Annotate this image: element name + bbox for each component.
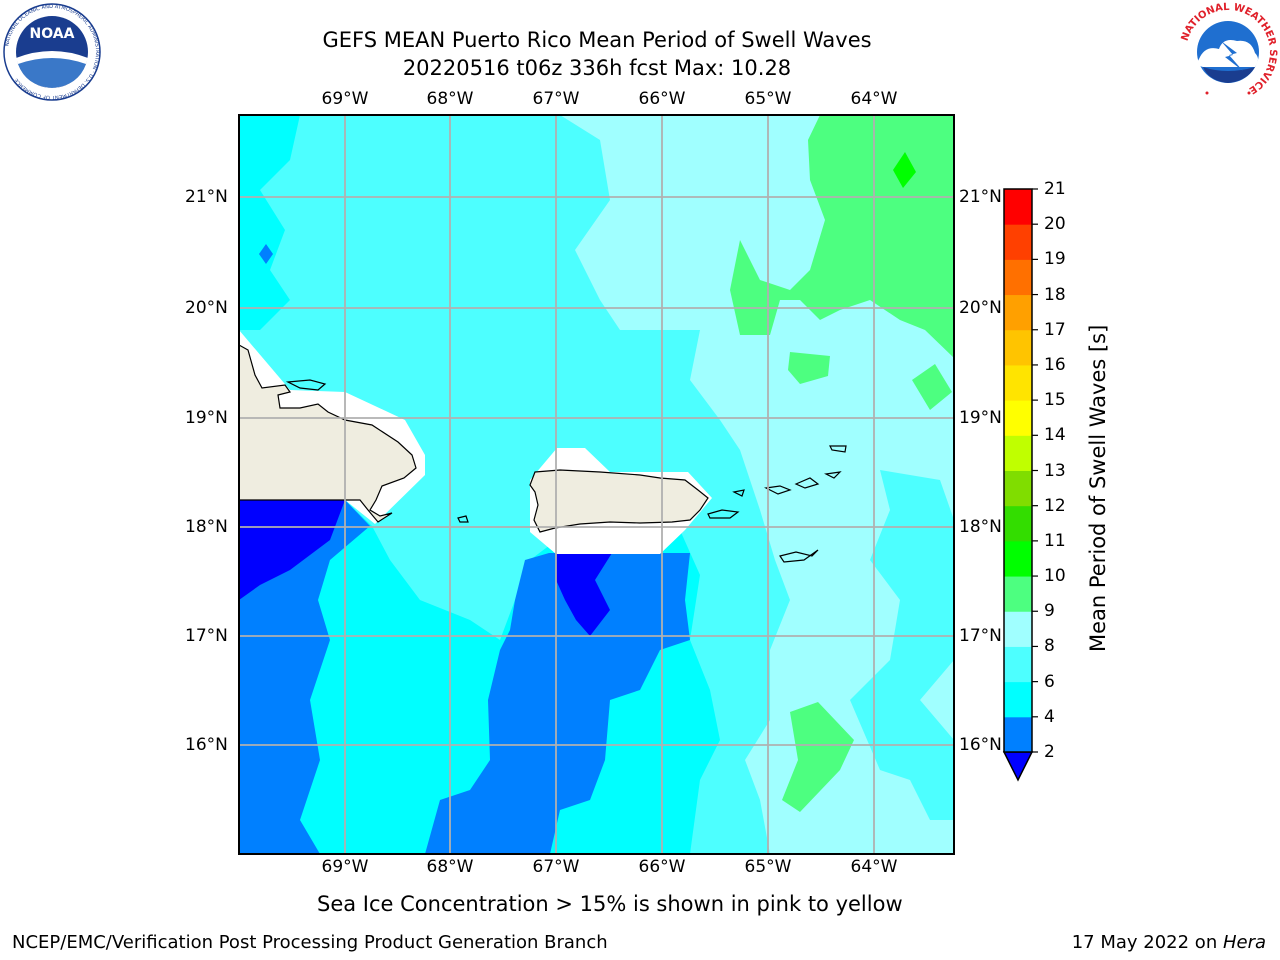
- hispaniola-land: [239, 344, 417, 523]
- colorbar-swatch: [1004, 576, 1032, 612]
- contour-4-6-nw: [239, 115, 300, 330]
- contour-0-2-sw: [239, 500, 345, 600]
- colorbar-swatch: [1004, 364, 1032, 401]
- footer-date: 17 May 2022 on: [1071, 932, 1223, 953]
- lon-label-top: 69°W: [321, 89, 369, 109]
- graticule: [239, 115, 954, 854]
- lon-label-top: 68°W: [426, 89, 474, 109]
- lat-label-right: 17°N: [959, 626, 1002, 646]
- colorbar-tick-label: 9: [1044, 601, 1055, 622]
- lon-label-bottom: 64°W: [850, 857, 898, 877]
- lat-label-left: 16°N: [185, 735, 228, 755]
- map-frame: [238, 114, 955, 855]
- puerto-rico-land: [529, 469, 709, 533]
- colorbar-extend-triangle: [1002, 751, 1034, 782]
- colorbar-tick-label: 15: [1044, 390, 1066, 411]
- lon-label-top: 67°W: [532, 89, 580, 109]
- noaa-logo-text: NOAA: [30, 26, 75, 42]
- lat-label-left: 21°N: [185, 187, 228, 207]
- footer-machine: Hera: [1222, 932, 1266, 953]
- colorbar-swatch: [1004, 329, 1032, 366]
- colorbar-tick-label: 16: [1044, 354, 1066, 375]
- lon-label-top: 64°W: [850, 89, 898, 109]
- lon-label-bottom: 65°W: [744, 857, 792, 877]
- colorbar-tick-label: 8: [1044, 636, 1055, 657]
- contour-6-8-east: [850, 470, 954, 820]
- colorbar-tick-label: 10: [1044, 566, 1066, 587]
- virgin-islands-land: [285, 379, 847, 563]
- colorbar-tick-label: 12: [1044, 495, 1066, 516]
- lat-label-right: 18°N: [959, 517, 1002, 537]
- contour-9-10-patch2: [912, 364, 952, 410]
- contour-9-10-patch: [788, 352, 830, 384]
- colorbar-swatch: [1004, 189, 1032, 225]
- lat-label-right: 16°N: [959, 735, 1002, 755]
- footer-right: 17 May 2022 on Hera: [1072, 932, 1266, 954]
- colorbar-swatch: [1004, 224, 1032, 260]
- lat-label-left: 18°N: [185, 517, 228, 537]
- colorbar-swatch: [1004, 294, 1032, 331]
- lon-label-bottom: 66°W: [638, 857, 686, 877]
- colorbar-swatch: [1004, 505, 1032, 542]
- lon-label-top: 65°W: [744, 89, 792, 109]
- colorbar-tick-label: 4: [1044, 706, 1055, 727]
- lat-label-left: 17°N: [185, 626, 228, 646]
- colorbar-swatch: [1004, 435, 1032, 471]
- colorbar-swatch: [1004, 646, 1032, 683]
- chart-title: GEFS MEAN Puerto Rico Mean Period of Swe…: [322, 28, 872, 52]
- colorbar-swatch: [1004, 540, 1032, 577]
- colorbar-tick-label: 14: [1044, 425, 1066, 446]
- lat-label-left: 19°N: [185, 408, 228, 428]
- lat-label-right: 20°N: [959, 298, 1002, 318]
- swell-period-field: [239, 115, 954, 854]
- contour-10-11-patch: [893, 152, 916, 188]
- contour-9-10-south: [782, 702, 854, 812]
- colorbar-tick-label: 17: [1044, 319, 1066, 340]
- colorbar-tick-label: 18: [1044, 284, 1066, 305]
- colorbar-swatch: [1004, 470, 1032, 507]
- colorbar-tick-label: 19: [1044, 249, 1066, 270]
- chart-subtitle: 20220516 t06z 336h fcst Max: 10.28: [402, 56, 792, 80]
- contour-2-4-south: [425, 553, 690, 854]
- colorbar-swatch: [1004, 681, 1032, 718]
- colorbar-swatch: [1004, 259, 1032, 296]
- colorbar-tick-label: 11: [1044, 530, 1066, 551]
- sea-ice-caption: Sea Ice Concentration > 15% is shown in …: [317, 892, 903, 916]
- colorbar-tick-label: 21: [1044, 179, 1066, 199]
- contour-0-2-pr: [556, 553, 612, 636]
- lon-label-top: 66°W: [638, 89, 686, 109]
- contour-2-4-sw: [239, 500, 370, 854]
- colorbar-tick-label: 20: [1044, 214, 1066, 235]
- nws-logo: NATIONAL WEATHER SERVICE: [1179, 2, 1278, 101]
- lat-label-right: 19°N: [959, 408, 1002, 428]
- colorbar-tick-label: 2: [1044, 742, 1055, 762]
- lat-label-right: 21°N: [959, 187, 1002, 207]
- lon-label-bottom: 67°W: [532, 857, 580, 877]
- colorbar-swatch: [1004, 400, 1032, 436]
- colorbar-swatch: [1004, 611, 1032, 647]
- colorbar-title: Mean Period of Swell Waves [s]: [1086, 324, 1110, 652]
- colorbar-tick-label: 13: [1044, 460, 1066, 481]
- colorbar-tick-label: 6: [1044, 671, 1055, 692]
- contour-2-4-patch: [259, 244, 273, 264]
- lat-label-left: 20°N: [185, 298, 228, 318]
- footer-left: NCEP/EMC/Verification Post Processing Pr…: [12, 932, 608, 953]
- lon-label-bottom: 69°W: [321, 857, 369, 877]
- colorbar-swatch: [1004, 716, 1032, 753]
- lon-label-bottom: 68°W: [426, 857, 474, 877]
- noaa-logo: NOAA NATIONAL OCEANIC AND ATMOSPHERIC AD…: [3, 3, 101, 101]
